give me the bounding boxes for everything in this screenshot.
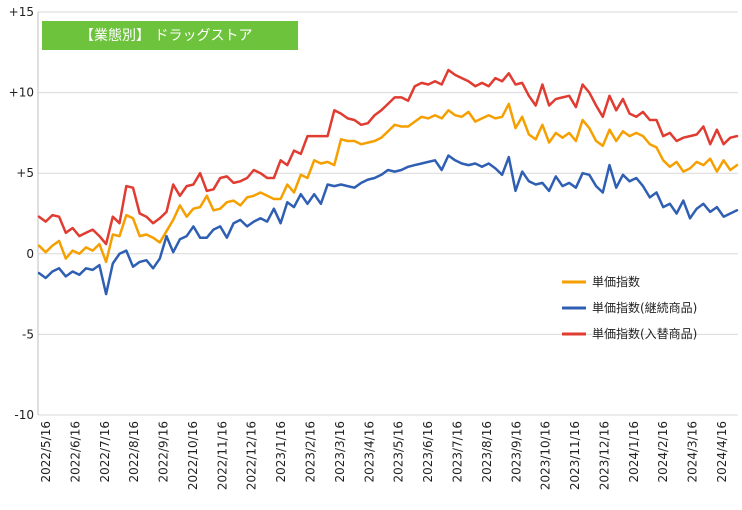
x-tick-label: 2023/3/16 [333,421,347,483]
x-tick-label: 2022/10/16 [186,421,200,490]
x-tick-label: 2022/5/16 [39,421,53,483]
series-line-2 [37,154,739,296]
x-tick-label: 2022/6/16 [68,421,82,483]
x-tick-label: 2024/2/16 [656,421,670,483]
x-tick-label: 2023/9/16 [509,421,523,483]
chart-title-box: 【業態別】 ドラッグストア [42,21,298,50]
x-tick-label: 2023/6/16 [421,421,435,483]
x-tick-label: 2023/11/16 [568,421,582,490]
x-tick-label: 2022/7/16 [98,421,112,483]
x-tick-label: 2023/1/16 [274,421,288,483]
legend-label-2: 単価指数(継続商品) [592,300,697,315]
x-tick-label: 2023/5/16 [392,421,406,483]
legend-label-1: 単価指数 [592,274,640,289]
x-tick-label: 2023/7/16 [450,421,464,483]
series-lines [37,68,739,296]
x-tick-label: 2022/9/16 [157,421,171,483]
y-tick-label: +5 [16,166,34,180]
y-tick-label: +15 [9,5,34,19]
y-tick-label: -10 [14,408,34,422]
x-tick-label: 2022/12/16 [245,421,259,490]
y-tick-label: -5 [22,327,34,341]
y-tick-label: +10 [9,86,34,100]
x-tick-label: 2023/12/16 [597,421,611,490]
chart-title: 【業態別】 ドラッグストア [80,28,252,44]
series-line-3 [37,68,739,246]
series-line-1 [37,102,739,264]
x-tick-label: 2023/10/16 [539,421,553,490]
plot-area [38,12,738,415]
x-tick-label: 2022/11/16 [215,421,229,490]
x-tick-label: 2024/1/16 [627,421,641,483]
axes: +15 +10 +5 0 -5 -10 2022/5/16 2022/6/16 2022/7/1… [9,5,729,490]
x-tick-label: 2024/4/16 [715,421,729,483]
x-tick-label: 2022/8/16 [127,421,141,483]
legend-label-3: 単価指数(入替商品) [592,326,697,341]
y-tick-label: 0 [26,247,34,261]
x-tick-label: 2024/3/16 [686,421,700,483]
x-tick-label: 2023/4/16 [362,421,376,483]
x-tick-label: 2023/2/16 [304,421,318,483]
x-tick-label: 2023/8/16 [480,421,494,483]
gridlines [38,11,738,416]
title-background [42,21,298,50]
